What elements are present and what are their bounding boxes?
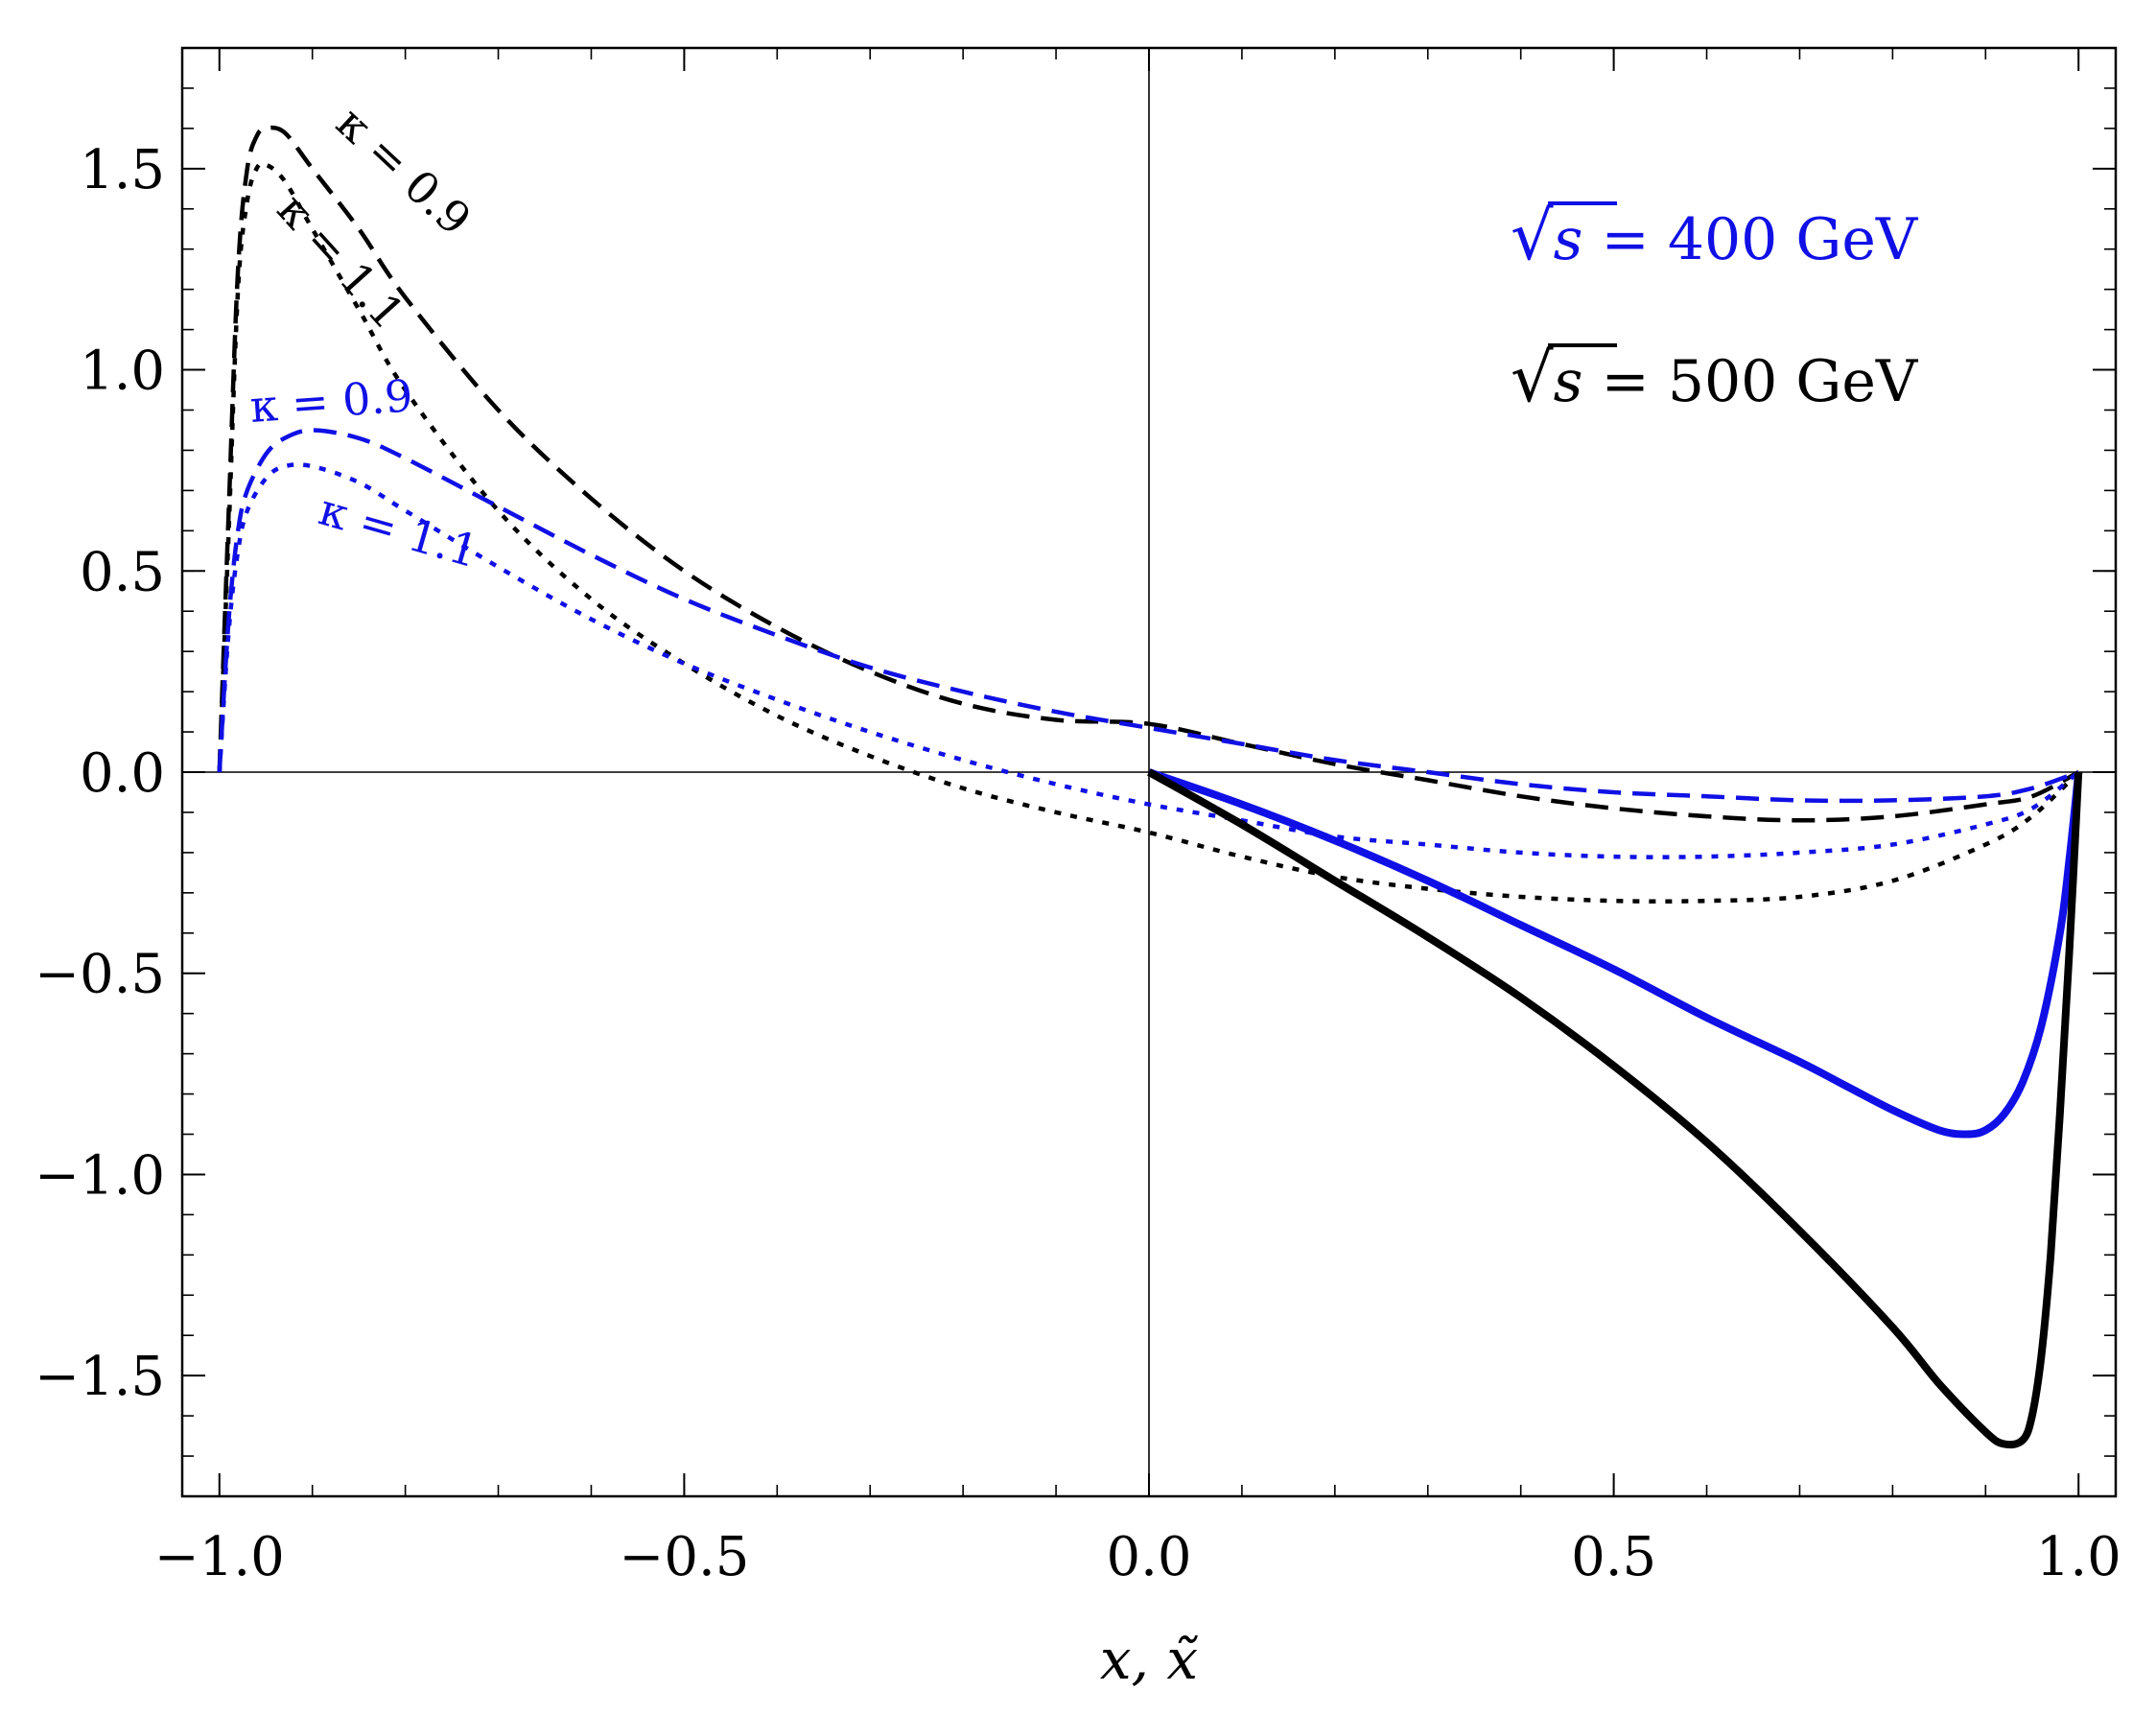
y-tick-label: 1.5: [80, 139, 165, 201]
x-tick-label: 0.0: [1106, 1526, 1191, 1588]
legend-500-var: s: [1554, 348, 1583, 415]
legend-entry-500: √s = 500 GeV: [1511, 339, 1919, 417]
major-ticks: [182, 48, 2116, 1496]
x-tick-labels: −1.0 −0.5 0.0 0.5 1.0: [154, 1526, 2121, 1588]
y-tick-label: −1.0: [35, 1144, 165, 1207]
legend-400-root: √: [1511, 197, 1554, 275]
series-line-400-gev-x-: [1147, 768, 2083, 1139]
x-axis-label: x, x̃: [1100, 1627, 1199, 1692]
x-tick-label: 1.0: [2036, 1526, 2121, 1588]
x-tick-label: 0.5: [1571, 1526, 1656, 1588]
series-layer: [217, 125, 2083, 1449]
legend-400-text: = 400 GeV: [1582, 206, 1918, 273]
y-tick-label: 1.0: [80, 341, 165, 403]
legend-entry-400: √s = 400 GeV: [1511, 197, 1919, 275]
series-line-500-gev-0-9: [217, 125, 2080, 823]
series-line-500-gev-1-1: [217, 161, 2080, 904]
legend: √s = 400 GeV √s = 500 GeV: [1511, 197, 1919, 417]
x-tick-label: −0.5: [619, 1526, 749, 1588]
series-line-500-gev-x-: [1147, 768, 2083, 1449]
legend-500-root: √: [1511, 339, 1554, 417]
legend-400-var: s: [1554, 206, 1583, 273]
svg-text:√s = 500 GeV: √s = 500 GeV: [1511, 339, 1919, 417]
x-tick-label: −1.0: [154, 1526, 285, 1588]
series-line-400-gev-1-1: [217, 462, 2080, 859]
y-tick-label: −1.5: [35, 1346, 165, 1408]
y-tick-labels: 1.5 1.0 0.5 0.0 −0.5 −1.0 −1.5: [35, 139, 165, 1408]
annotation-kappa-09-blue: κ = 0.9: [248, 369, 414, 433]
y-tick-label: 0.0: [80, 742, 165, 805]
y-tick-label: −0.5: [35, 944, 165, 1006]
y-tick-label: 0.5: [80, 541, 165, 603]
legend-500-text: = 500 GeV: [1582, 348, 1918, 415]
svg-text:√s = 400 GeV: √s = 400 GeV: [1511, 197, 1919, 275]
